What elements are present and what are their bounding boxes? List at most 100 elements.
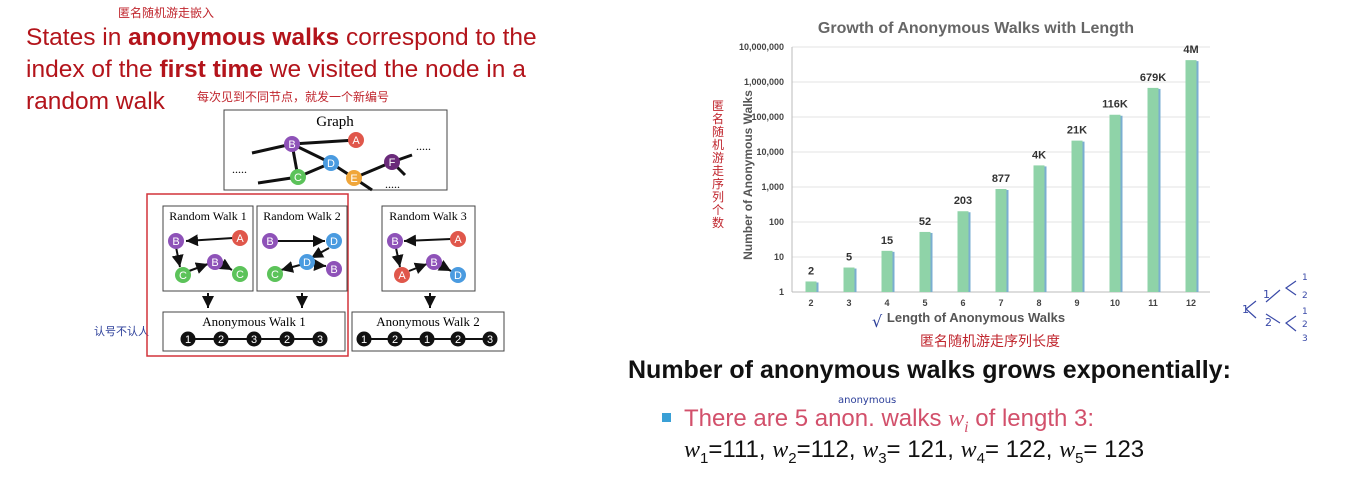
chart-bar	[1033, 165, 1045, 292]
graph-title: Graph	[316, 114, 354, 130]
svg-text:1: 1	[361, 334, 367, 346]
chart-x-tick-label: 3	[846, 298, 851, 308]
bullet-variable-subscript: i	[964, 418, 969, 436]
heading-bold-anonymous-walks: anonymous walks	[128, 24, 340, 51]
svg-text:A: A	[398, 270, 406, 282]
chart-bar	[1109, 114, 1121, 292]
chart-bar	[1147, 87, 1159, 292]
y-axis-note: 匿名随机游走序列个数	[712, 99, 725, 230]
svg-text:B: B	[391, 236, 398, 248]
anonymous-note: anonymous	[838, 395, 897, 406]
chart-data-label: 52	[919, 216, 931, 228]
svg-text:1: 1	[424, 334, 430, 346]
svg-text:F: F	[389, 157, 396, 169]
chart-y-tick-label: 10,000	[756, 147, 784, 157]
chart-bar	[881, 250, 893, 292]
svg-text:D: D	[454, 270, 462, 282]
slide-heading: States in anonymous walks correspond to …	[26, 22, 586, 118]
chart-bar	[1185, 60, 1197, 292]
chart-data-label: 679K	[1140, 72, 1166, 84]
chart-x-tick-label: 8	[1036, 298, 1041, 308]
walk-item: w5= 123	[1059, 436, 1145, 467]
svg-text:B: B	[330, 264, 337, 276]
anonymous-walk-2-label: Anonymous Walk 2	[376, 314, 479, 329]
svg-text:2: 2	[392, 334, 398, 346]
chart-data-label: 4M	[1183, 44, 1198, 56]
chart-bar	[843, 267, 855, 292]
chart-bar	[995, 188, 1007, 292]
graph-ellipsis: .....	[232, 162, 247, 176]
walk-item: w4= 122,	[960, 436, 1060, 467]
svg-text:A: A	[236, 233, 244, 245]
anon-walk-note: 认号不认人	[94, 325, 149, 338]
bullet-text-part: of length 3:	[968, 405, 1095, 432]
graph-ellipsis: .....	[416, 139, 431, 153]
x-axis-note: 匿名随机游走序列长度	[920, 334, 1060, 350]
chart-bar	[1071, 140, 1083, 292]
svg-text:B: B	[211, 257, 218, 269]
chart-data-label: 5	[846, 252, 852, 264]
random-walk-3-label: Random Walk 3	[389, 209, 466, 223]
chart-x-tick-label: 12	[1186, 298, 1196, 308]
anonymous-walk-2-sequence: 1 2 1 2 3	[356, 331, 498, 347]
chart-bar	[805, 281, 817, 292]
random-walk-note: 每次见到不同节点，就发一个新编号	[197, 90, 390, 104]
svg-text:C: C	[271, 269, 279, 281]
svg-text:B: B	[172, 236, 179, 248]
walk-item: w2=112,	[772, 436, 863, 467]
chart-data-label: 116K	[1102, 99, 1128, 111]
chart-x-axis-label: Length of Anonymous Walks	[887, 310, 1065, 325]
svg-text:2: 2	[218, 334, 224, 346]
graph-node-e	[346, 170, 362, 186]
chart-x-tick-label: 4	[884, 298, 889, 308]
svg-text:A: A	[352, 135, 360, 147]
walks-list: w1=111, w2=112, w3= 121, w4= 122, w5= 12…	[684, 436, 1144, 467]
graph-node-f	[384, 154, 400, 170]
chart-data-label: 4K	[1032, 149, 1046, 161]
svg-text:2: 2	[284, 334, 290, 346]
chart-y-tick-label: 100	[769, 217, 784, 227]
bullet-text-part: There are 5 anon. walks	[684, 405, 949, 432]
growth-bar-chart: Growth of Anonymous Walks with Length 11…	[739, 20, 1210, 325]
svg-text:D: D	[327, 158, 335, 170]
chart-x-tick-label: 11	[1148, 298, 1158, 308]
chart-y-tick-label: 1,000,000	[744, 77, 784, 87]
chart-x-tick-label: 9	[1074, 298, 1079, 308]
graph-ellipsis: .....	[385, 177, 400, 191]
chart-y-tick-label: 1	[779, 287, 784, 297]
svg-text:1: 1	[1302, 307, 1308, 317]
heading-text: we visited the node in a random walk	[26, 56, 526, 115]
svg-text:B: B	[430, 257, 437, 269]
walk-item: w1=111,	[684, 436, 773, 467]
svg-text:C: C	[179, 270, 187, 282]
bullet-square-icon	[662, 413, 671, 422]
svg-text:3: 3	[487, 334, 493, 346]
check-mark: √	[872, 312, 883, 331]
chart-data-label: 203	[954, 195, 972, 207]
chart-data-label: 877	[992, 173, 1010, 185]
svg-text:C: C	[294, 172, 302, 184]
svg-text:1: 1	[185, 334, 191, 346]
svg-text:C: C	[236, 269, 244, 281]
random-walk-1-label: Random Walk 1	[169, 209, 246, 223]
graph-node-c	[290, 169, 306, 185]
chart-y-tick-label: 10	[774, 252, 784, 262]
heading-bold-first-time: first time	[159, 56, 263, 83]
svg-text:B: B	[266, 236, 273, 248]
svg-text:2: 2	[1265, 316, 1272, 329]
slide-subtitle: Number of anonymous walks grows exponent…	[628, 356, 1231, 384]
chart-x-tick-label: 5	[922, 298, 927, 308]
chart-x-tick-label: 2	[808, 298, 813, 308]
svg-text:3: 3	[251, 334, 257, 346]
chart-bar	[919, 231, 931, 292]
walk-item: w3= 121,	[862, 436, 961, 467]
chart-title: Growth of Anonymous Walks with Length	[818, 20, 1134, 37]
anonymous-walk-1-label: Anonymous Walk 1	[202, 314, 305, 329]
svg-text:D: D	[330, 236, 338, 248]
svg-text:A: A	[454, 234, 462, 246]
svg-text:2: 2	[1302, 291, 1308, 301]
svg-text:1: 1	[1302, 273, 1308, 283]
graph-node-d	[323, 155, 339, 171]
length-three-tree-sketch: 1 1 2 1 2 1 2 3	[1242, 273, 1308, 344]
heading-text: States in	[26, 24, 129, 51]
